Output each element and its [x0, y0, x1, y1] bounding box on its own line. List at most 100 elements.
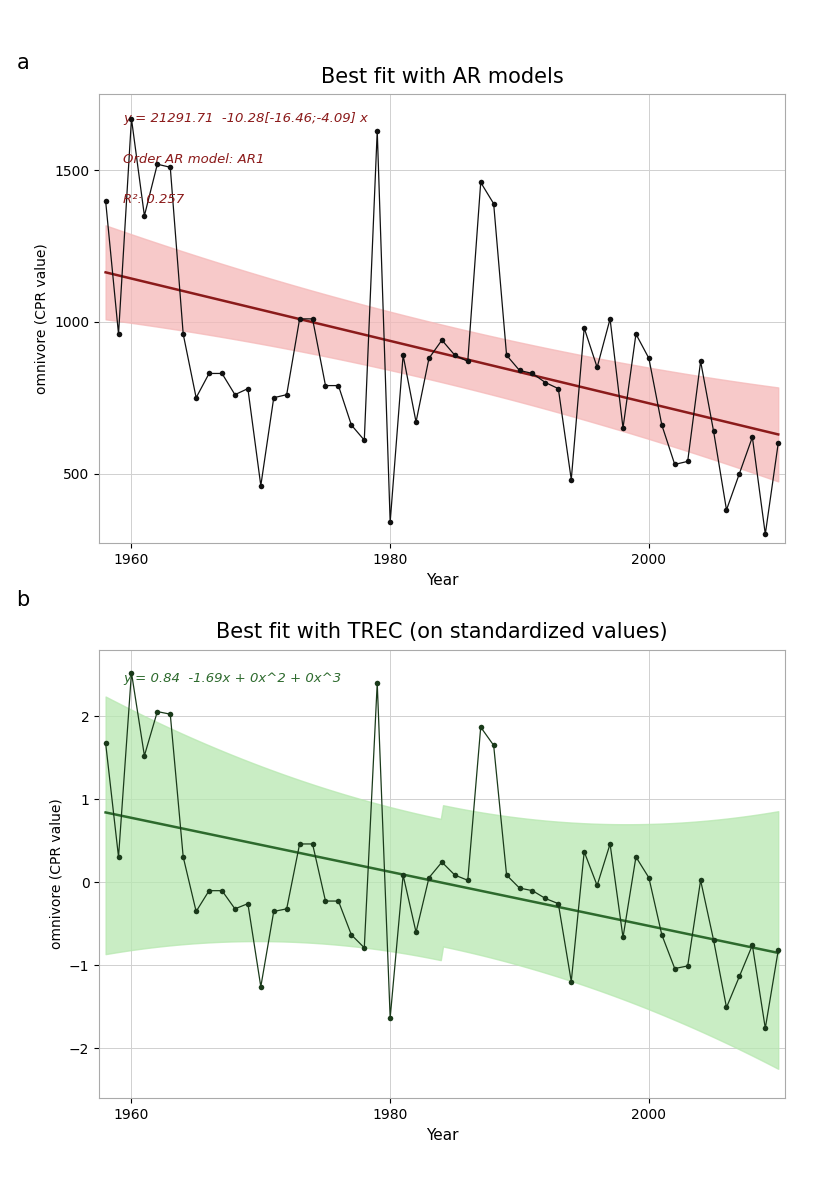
Point — [552, 894, 565, 913]
X-axis label: Year: Year — [425, 573, 458, 587]
Point — [474, 172, 487, 191]
Point — [513, 361, 526, 380]
Point — [526, 364, 539, 383]
Point — [449, 346, 462, 365]
Point — [358, 431, 371, 450]
Point — [216, 364, 229, 383]
Point — [526, 881, 539, 900]
Point — [500, 346, 513, 365]
Point — [112, 325, 125, 344]
Text: a: a — [17, 53, 29, 73]
Point — [293, 309, 306, 328]
Point — [164, 705, 177, 724]
Point — [668, 455, 681, 474]
Point — [707, 931, 720, 950]
Point — [577, 842, 591, 861]
Point — [681, 957, 695, 976]
Point — [577, 319, 591, 338]
Point — [552, 379, 565, 398]
Point — [513, 879, 526, 898]
Point — [371, 673, 384, 692]
Point — [461, 870, 474, 889]
Text: y = 21291.71  -10.28[-16.46;-4.09] x: y = 21291.71 -10.28[-16.46;-4.09] x — [123, 112, 368, 125]
Point — [125, 110, 138, 129]
Point — [759, 1019, 772, 1038]
Point — [280, 900, 293, 919]
Point — [177, 848, 190, 867]
Point — [616, 418, 629, 437]
Point — [410, 922, 423, 941]
Text: y = 0.84  -1.69x + 0x^2 + 0x^3: y = 0.84 -1.69x + 0x^2 + 0x^3 — [123, 672, 341, 685]
Point — [138, 746, 151, 765]
Text: b: b — [17, 590, 30, 611]
Point — [435, 331, 449, 350]
Point — [319, 892, 332, 911]
Point — [565, 972, 578, 991]
Point — [487, 194, 501, 213]
Y-axis label: omnivore (CPR value): omnivore (CPR value) — [35, 243, 49, 394]
Point — [332, 892, 345, 911]
Point — [720, 998, 733, 1017]
Point — [150, 155, 164, 174]
Point — [254, 476, 268, 495]
Point — [694, 352, 707, 371]
Point — [189, 902, 202, 921]
Point — [344, 416, 358, 435]
Point — [358, 939, 371, 958]
Point — [604, 835, 617, 854]
Point — [655, 416, 668, 435]
Point — [591, 876, 604, 895]
Point — [125, 664, 138, 683]
Point — [487, 736, 501, 755]
Text: R²: 0.257: R²: 0.257 — [123, 194, 184, 207]
Point — [707, 422, 720, 441]
Point — [604, 309, 617, 328]
Point — [643, 348, 656, 367]
Point — [267, 902, 280, 921]
Point — [746, 428, 759, 446]
Point — [202, 881, 216, 900]
Point — [410, 412, 423, 431]
Point — [267, 389, 280, 407]
Point — [629, 325, 643, 344]
Point — [720, 501, 733, 520]
Point — [733, 967, 746, 986]
Point — [164, 158, 177, 177]
Point — [202, 364, 216, 383]
Point — [616, 928, 629, 947]
Point — [694, 870, 707, 889]
Point — [733, 464, 746, 483]
Point — [759, 524, 772, 543]
Point — [138, 207, 151, 226]
Point — [681, 452, 695, 471]
Point — [293, 835, 306, 854]
Point — [771, 941, 785, 960]
Point — [565, 470, 578, 489]
Point — [216, 881, 229, 900]
Point — [449, 866, 462, 885]
Point — [539, 373, 552, 392]
Text: Order AR model: AR1: Order AR model: AR1 — [123, 152, 264, 165]
Point — [500, 866, 513, 885]
Point — [383, 1009, 396, 1027]
Point — [344, 926, 358, 945]
Point — [422, 348, 435, 367]
Point — [306, 835, 319, 854]
X-axis label: Year: Year — [425, 1128, 458, 1142]
Point — [396, 866, 410, 885]
Point — [396, 346, 410, 365]
Point — [461, 352, 474, 371]
Point — [746, 935, 759, 954]
Point — [655, 926, 668, 945]
Point — [539, 889, 552, 908]
Point — [319, 376, 332, 394]
Point — [435, 853, 449, 872]
Title: Best fit with AR models: Best fit with AR models — [320, 67, 563, 87]
Y-axis label: omnivore (CPR value): omnivore (CPR value) — [50, 798, 64, 950]
Point — [422, 868, 435, 887]
Point — [189, 389, 202, 407]
Point — [306, 309, 319, 328]
Title: Best fit with TREC (on standardized values): Best fit with TREC (on standardized valu… — [216, 622, 667, 642]
Point — [383, 513, 396, 531]
Point — [150, 703, 164, 722]
